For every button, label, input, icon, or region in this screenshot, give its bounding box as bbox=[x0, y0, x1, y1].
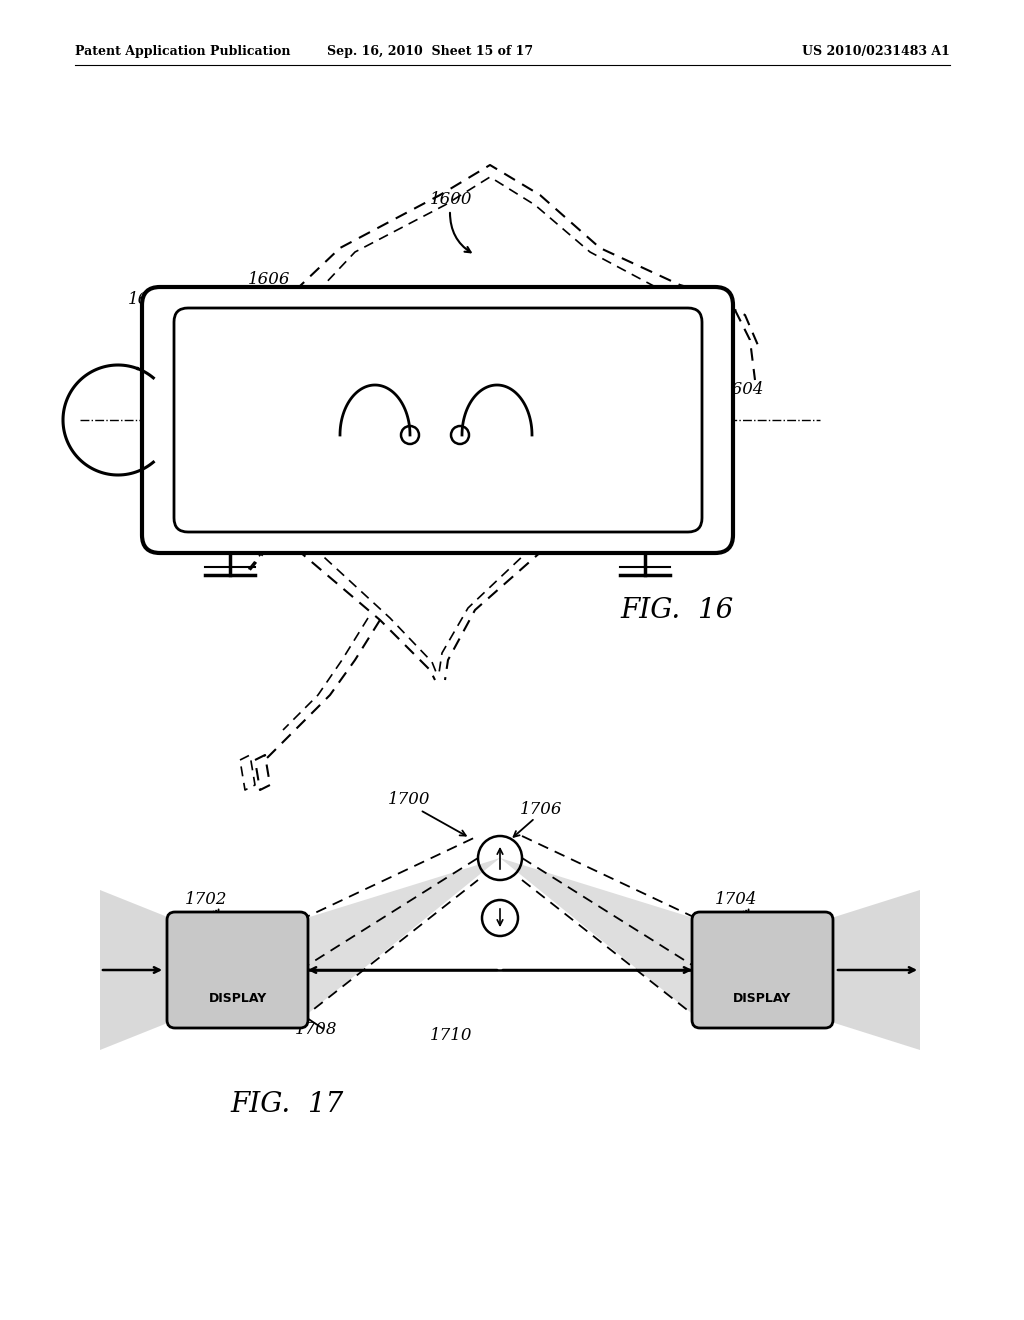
Text: FIG.  16: FIG. 16 bbox=[620, 597, 733, 623]
Polygon shape bbox=[825, 890, 920, 1049]
Text: 1602: 1602 bbox=[128, 292, 171, 309]
Text: DISPLAY: DISPLAY bbox=[208, 993, 266, 1005]
Polygon shape bbox=[175, 920, 300, 1020]
Polygon shape bbox=[500, 858, 700, 1020]
Polygon shape bbox=[700, 920, 825, 1020]
FancyBboxPatch shape bbox=[692, 912, 833, 1028]
FancyBboxPatch shape bbox=[167, 912, 308, 1028]
Polygon shape bbox=[300, 858, 500, 1020]
Text: 1608: 1608 bbox=[430, 536, 472, 553]
Text: US 2010/0231483 A1: US 2010/0231483 A1 bbox=[802, 45, 950, 58]
Text: 1708: 1708 bbox=[295, 1022, 338, 1039]
Text: 1600: 1600 bbox=[430, 191, 472, 209]
FancyBboxPatch shape bbox=[142, 286, 733, 553]
Text: FIG.  17: FIG. 17 bbox=[230, 1092, 343, 1118]
Text: 1710: 1710 bbox=[430, 1027, 472, 1044]
Text: Sep. 16, 2010  Sheet 15 of 17: Sep. 16, 2010 Sheet 15 of 17 bbox=[327, 45, 534, 58]
FancyBboxPatch shape bbox=[174, 308, 702, 532]
Text: 1606: 1606 bbox=[449, 507, 490, 524]
Text: 1704: 1704 bbox=[715, 891, 758, 908]
Text: Patent Application Publication: Patent Application Publication bbox=[75, 45, 291, 58]
Text: DISPLAY: DISPLAY bbox=[733, 993, 792, 1005]
Text: 1606: 1606 bbox=[248, 272, 291, 289]
Text: 1604: 1604 bbox=[722, 381, 765, 399]
Text: 1700: 1700 bbox=[388, 792, 430, 808]
Polygon shape bbox=[100, 890, 175, 1049]
Text: 1706: 1706 bbox=[520, 801, 562, 818]
Text: 1702: 1702 bbox=[185, 891, 227, 908]
